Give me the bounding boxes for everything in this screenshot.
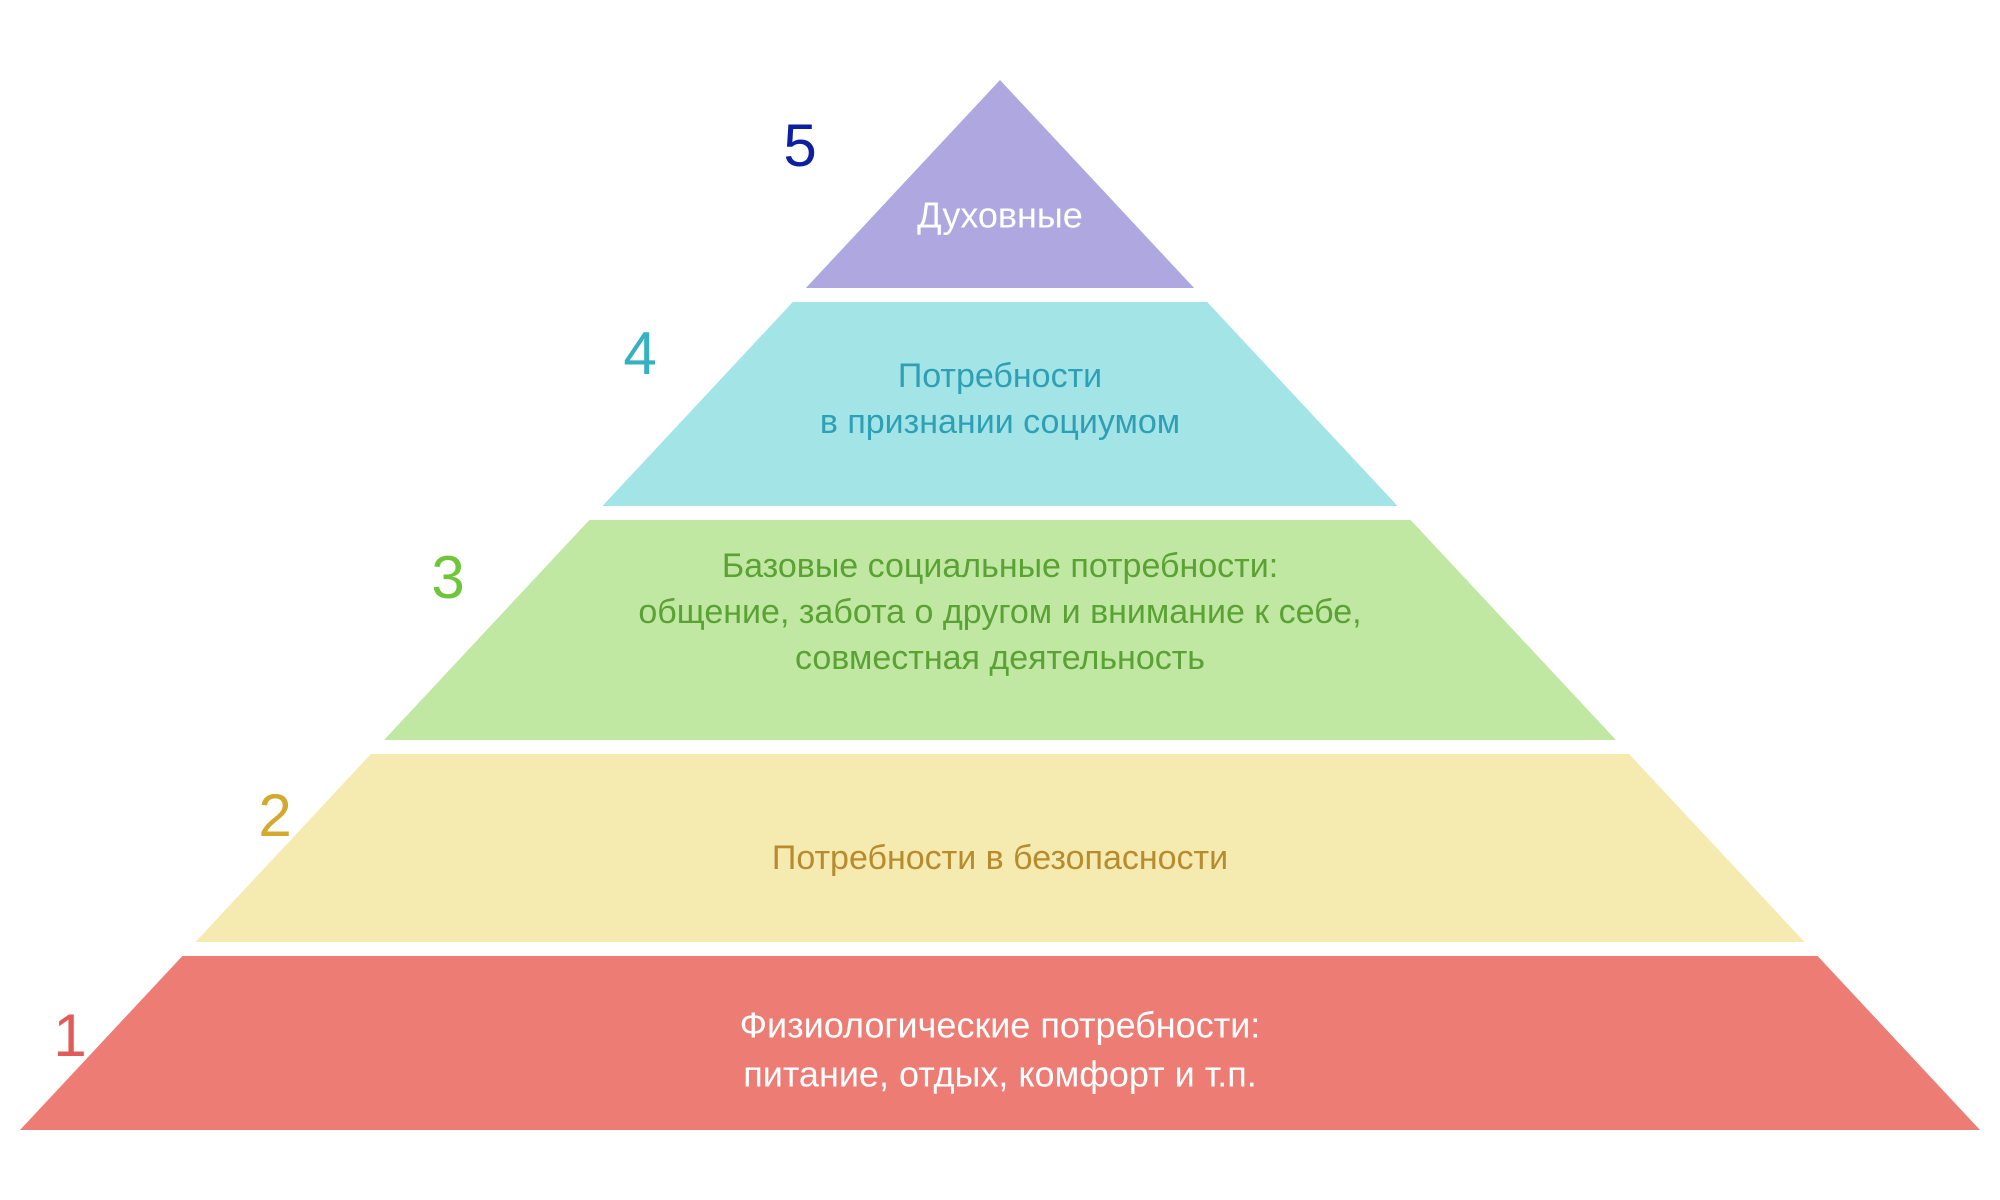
pyramid-diagram: 5 Духовные 4 Потребности в признании социумо… bbox=[0, 0, 2000, 1200]
level-number-4: 4 bbox=[623, 320, 656, 387]
level-number-2: 2 bbox=[258, 782, 291, 849]
level-3-line-1: Базовые социальные потребности: bbox=[722, 547, 1278, 585]
level-5-line-1: Духовные bbox=[917, 195, 1083, 236]
pyramid-svg: 5 Духовные 4 Потребности в признании социумо… bbox=[0, 0, 2000, 1200]
level-4-line-2: в признании социумом bbox=[820, 403, 1180, 441]
level-number-3: 3 bbox=[431, 544, 464, 611]
level-3-line-3: совместная деятельность bbox=[795, 639, 1205, 677]
level-number-5: 5 bbox=[783, 112, 816, 179]
level-2-line-1: Потребности в безопасности bbox=[772, 839, 1228, 877]
level-1-line-2: питание, отдых, комфорт и т.п. bbox=[743, 1054, 1257, 1095]
level-1-line-1: Физиологические потребности: bbox=[740, 1005, 1261, 1046]
level-4-line-1: Потребности bbox=[898, 357, 1102, 395]
level-3-line-2: общение, забота о другом и внимание к се… bbox=[638, 593, 1361, 631]
pyramid-level-5 bbox=[806, 80, 1194, 288]
level-number-1: 1 bbox=[53, 1002, 86, 1069]
